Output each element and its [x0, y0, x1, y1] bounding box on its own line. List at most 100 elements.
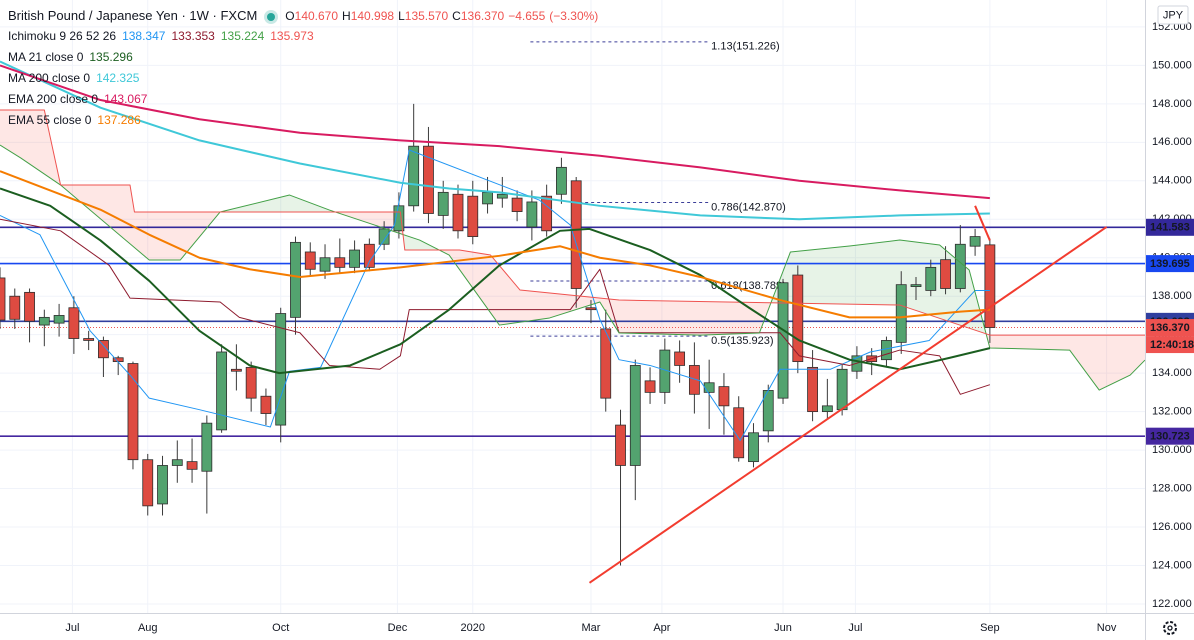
candle-body	[644, 380, 656, 393]
cloud-fill	[62, 185, 222, 261]
candle-body	[304, 251, 316, 270]
candle-body	[201, 422, 213, 472]
candle-body	[629, 365, 641, 466]
last-price-label: 136.370	[1150, 322, 1190, 334]
candle-body	[910, 284, 922, 287]
candle-body	[275, 313, 287, 426]
indicator-line	[0, 218, 991, 395]
x-tick-label: Dec	[388, 622, 408, 634]
x-tick-label: 2020	[461, 622, 485, 634]
candle-body	[526, 201, 538, 228]
candle-body	[408, 145, 420, 207]
cloud-fill	[986, 334, 1145, 391]
last-price-label-bg	[1146, 319, 1194, 337]
candle-body	[98, 340, 109, 359]
settings-button[interactable]	[1163, 621, 1177, 635]
candle-body	[496, 193, 508, 199]
candle-body	[53, 315, 65, 324]
candle-body	[186, 461, 198, 470]
cloud-fill	[440, 250, 772, 336]
candle-body	[703, 382, 715, 393]
y-tick-label: 132.000	[1152, 406, 1192, 418]
candle-body	[334, 257, 346, 268]
plot-area: 1.13(151.226) 0.786(142.870) 0.618(138.789…	[0, 41, 1145, 584]
candle-body	[349, 249, 360, 268]
candle-body	[600, 328, 612, 399]
indicator-line	[0, 149, 990, 441]
candle-body	[777, 282, 789, 399]
candle-body	[83, 338, 95, 341]
countdown-label: 12:40:18	[1150, 339, 1194, 351]
candle-body	[393, 205, 405, 232]
candle-body	[688, 365, 700, 395]
candle-body	[24, 291, 35, 322]
y-tick-label: 128.000	[1152, 482, 1192, 494]
candle-body	[570, 180, 582, 289]
currency-box	[1157, 5, 1189, 25]
cloud-fill	[221, 195, 336, 213]
price-axis: 122.000 124.000 126.000 128.000 130.000 132.0…	[1146, 21, 1194, 610]
price-level-label: 141.583	[1150, 222, 1190, 234]
fib-label: 0.5(135.923)	[711, 335, 773, 347]
candle-body	[363, 243, 375, 268]
currency: JPY	[1163, 9, 1184, 21]
indicator-line	[0, 170, 990, 319]
x-tick-label: Aug	[138, 622, 158, 634]
x-tick-label: Mar	[581, 622, 600, 634]
y-tick-label: 144.000	[1152, 175, 1192, 187]
candle-body	[733, 407, 745, 459]
candle-body	[674, 351, 686, 366]
candle-body	[0, 277, 6, 321]
candle-body	[940, 259, 951, 289]
candle-body	[171, 459, 183, 466]
indicator-line	[0, 187, 991, 375]
candle-body	[38, 316, 50, 326]
candle-body	[9, 295, 21, 320]
candle-body	[807, 366, 818, 413]
candle-body	[969, 236, 981, 247]
y-tick-label: 148.000	[1152, 98, 1192, 110]
candle-body	[423, 145, 434, 214]
candle-body	[895, 284, 907, 343]
countdown-label-bg	[1146, 336, 1194, 354]
grid	[0, 0, 1145, 613]
y-tick-label: 126.000	[1152, 521, 1192, 533]
candle-body	[467, 195, 479, 237]
x-tick-label: Jul	[65, 622, 79, 634]
candle-body	[511, 197, 523, 212]
y-tick-label: 122.000	[1152, 598, 1192, 610]
candle-body	[541, 195, 553, 232]
indicator-line	[0, 109, 1145, 336]
candle-body	[378, 228, 390, 245]
candle-body	[319, 257, 331, 272]
candle-body	[836, 368, 848, 411]
price-level-label-bg	[1146, 218, 1194, 236]
candle-body	[157, 465, 168, 505]
y-tick-label: 146.000	[1152, 136, 1192, 148]
candle-body	[615, 424, 626, 466]
candle-body	[216, 351, 228, 431]
cloud-fill	[771, 240, 987, 337]
price-level-label-bg	[1146, 427, 1194, 445]
cloud-fill	[403, 234, 441, 251]
x-tick-label: Oct	[272, 622, 289, 634]
candle-body	[230, 368, 242, 372]
y-tick-label: 138.000	[1152, 290, 1192, 302]
candle-body	[881, 340, 892, 361]
price-level-label-bg	[1146, 255, 1194, 273]
trend-line	[588, 226, 1108, 584]
candle-body	[954, 243, 966, 289]
fib-label: 0.618(138.789)	[711, 280, 786, 292]
candle-body	[482, 191, 493, 205]
fib-label: 0.786(142.870)	[711, 201, 786, 213]
candle-body	[748, 432, 759, 463]
x-tick-label: Sep	[980, 622, 1000, 634]
trend-line	[974, 205, 991, 241]
candle-body	[245, 366, 257, 399]
x-tick-label: Apr	[653, 622, 670, 634]
candle-body	[821, 405, 833, 413]
candle-body	[452, 193, 464, 232]
x-tick-label: Jul	[848, 622, 862, 634]
